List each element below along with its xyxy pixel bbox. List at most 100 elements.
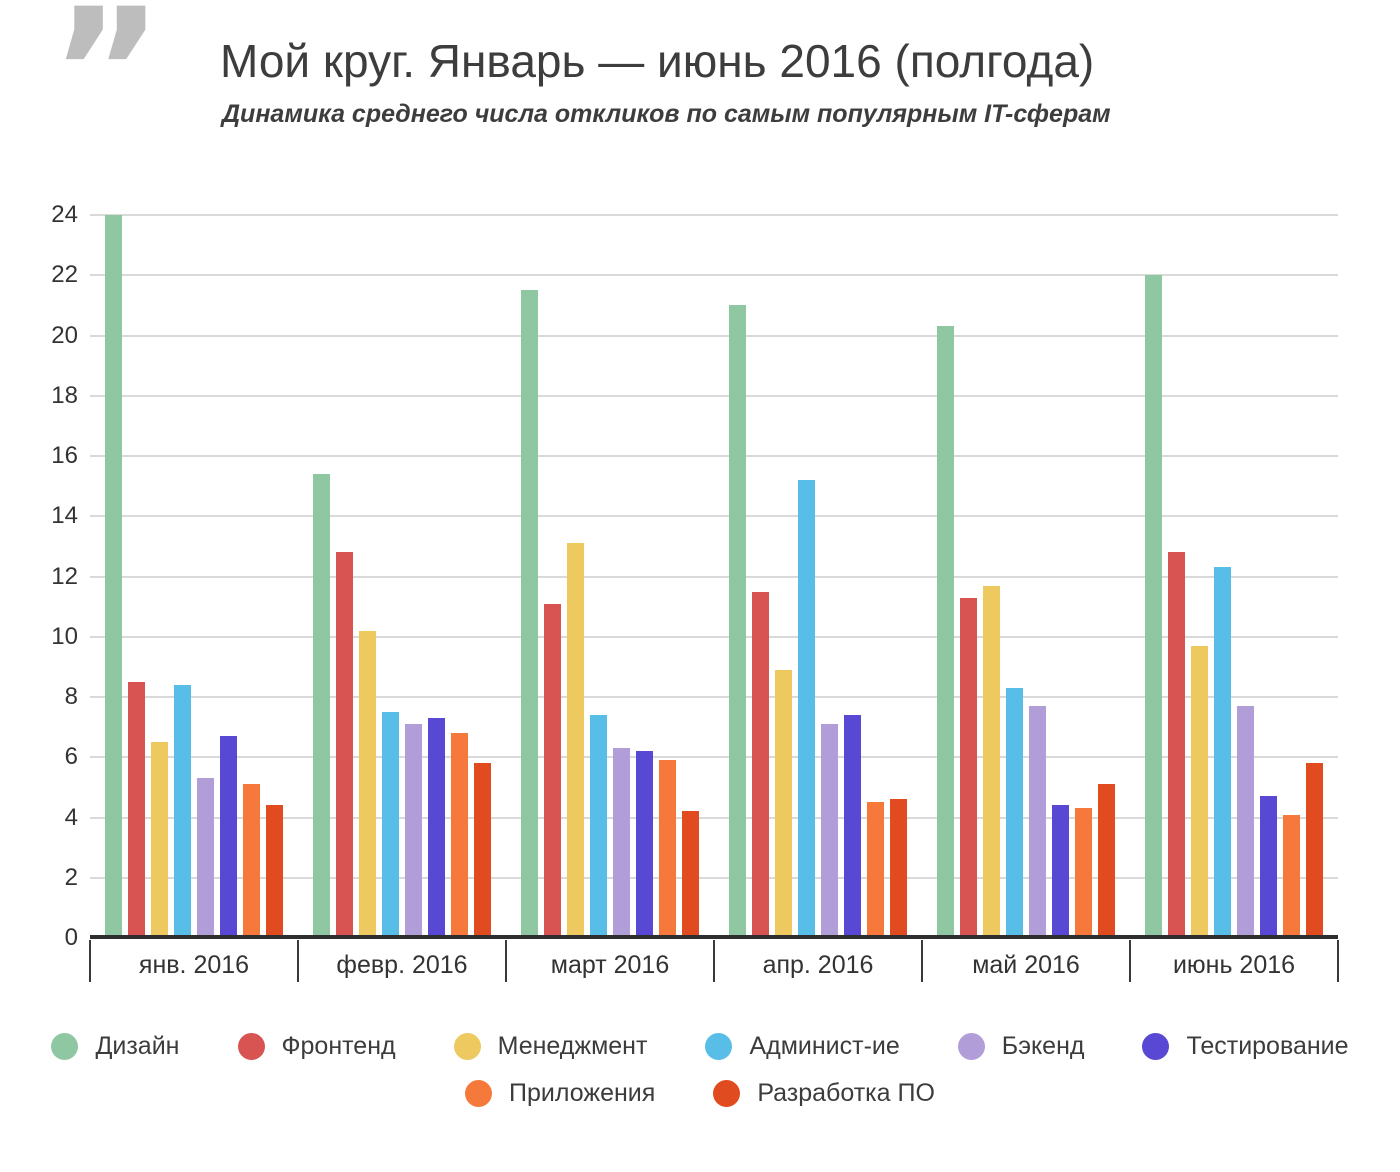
y-tick-label: 20 — [51, 321, 78, 349]
legend-swatch-icon — [957, 1033, 985, 1060]
bar — [1283, 814, 1300, 938]
legend-swatch-icon — [51, 1033, 79, 1060]
x-category-label: апр. 2016 — [762, 950, 874, 979]
bar — [428, 718, 445, 938]
bar-group — [1130, 215, 1338, 938]
legend-swatch-icon — [453, 1033, 481, 1060]
bar-groups — [90, 215, 1338, 938]
bar — [474, 763, 491, 938]
gridline — [90, 274, 1338, 277]
bar — [220, 736, 237, 938]
x-tick — [1337, 940, 1339, 982]
y-tick-label: 16 — [51, 442, 78, 469]
legend-label: Приложения — [509, 1079, 656, 1107]
legend-swatch-icon — [1142, 1033, 1170, 1060]
bar-group — [506, 215, 714, 938]
bar — [844, 715, 861, 938]
bar — [451, 733, 468, 938]
bar — [128, 681, 145, 938]
bar — [659, 760, 676, 938]
axis-baseline — [90, 935, 1338, 939]
bar — [313, 474, 330, 938]
bar — [1214, 567, 1231, 938]
legend-swatch-icon — [465, 1080, 493, 1107]
x-tick — [297, 940, 299, 982]
x-category-label: янв. 2016 — [138, 950, 250, 979]
quote-icon: ” — [50, 0, 163, 172]
bar — [752, 591, 769, 938]
bar — [567, 543, 584, 938]
legend-label: Менеджмент — [497, 1032, 648, 1060]
bar — [937, 326, 954, 938]
y-tick-label: 6 — [64, 743, 78, 771]
legend-row: Приложения Разработка ПО — [465, 1079, 935, 1108]
bar — [613, 748, 630, 938]
y-tick-label: 8 — [64, 683, 78, 710]
x-category-label: февр. 2016 — [336, 950, 468, 979]
gridline — [90, 575, 1338, 578]
y-tick-label: 10 — [51, 622, 78, 650]
bar — [266, 805, 283, 938]
bar-group — [90, 215, 298, 938]
bar — [1237, 706, 1254, 938]
y-axis-labels: 0 2 4 6 8 10 12 14 16 18 20 22 24 — [0, 201, 84, 951]
legend-item: Разработка ПО — [713, 1079, 935, 1108]
gridline — [90, 635, 1338, 638]
bar — [729, 305, 746, 938]
legend-item: Приложения — [465, 1079, 655, 1108]
y-tick-label: 12 — [51, 562, 78, 590]
bar — [1145, 275, 1162, 938]
bar — [336, 552, 353, 938]
bar — [243, 784, 260, 938]
legend-swatch-icon — [705, 1033, 733, 1060]
bar — [174, 684, 191, 938]
bar — [1029, 706, 1046, 938]
legend-label: Фронтенд — [281, 1032, 396, 1060]
x-category-label: март 2016 — [550, 950, 670, 979]
bar — [1191, 645, 1208, 938]
legend-row: Дизайн Фронтенд Менеджмент Админист-ие Бэкен… — [51, 1032, 1349, 1061]
legend-item: Админист-ие — [705, 1032, 900, 1061]
x-tick — [505, 940, 507, 982]
bar — [821, 724, 838, 938]
x-tick — [713, 940, 715, 982]
y-tick-label: 2 — [64, 863, 78, 891]
bar — [1098, 784, 1115, 938]
bar — [1075, 808, 1092, 938]
legend-item: Менеджмент — [453, 1032, 648, 1061]
bar — [197, 778, 214, 938]
bar — [1306, 763, 1323, 938]
bar — [636, 751, 653, 938]
gridline — [90, 696, 1338, 699]
x-category-label: июнь 2016 — [1172, 950, 1296, 979]
bar — [1006, 687, 1023, 938]
plot-area — [90, 214, 1338, 939]
legend-item: Бэкенд — [957, 1032, 1085, 1061]
chart-subtitle: Динамика среднего числа откликов по самы… — [222, 100, 1111, 128]
x-axis-ticks — [89, 938, 1339, 984]
x-tick — [89, 940, 91, 982]
gridline — [90, 756, 1338, 759]
legend-item: Дизайн — [51, 1032, 180, 1061]
x-tick — [921, 940, 923, 982]
bar-group — [298, 215, 506, 938]
bar — [521, 290, 538, 938]
y-tick-label: 22 — [51, 261, 78, 289]
gridline — [90, 394, 1338, 397]
gridline — [90, 816, 1338, 819]
gridline — [90, 455, 1338, 458]
x-axis-labels: янв. 2016 февр. 2016 март 2016 апр. 2016 май… — [90, 938, 1338, 984]
bar-group — [714, 215, 922, 938]
legend-label: Тестирование — [1186, 1032, 1349, 1060]
y-tick-label: 14 — [51, 502, 78, 530]
gridline — [90, 515, 1338, 518]
gridline — [90, 214, 1338, 216]
legend-label: Разработка ПО — [757, 1079, 935, 1107]
gridline — [90, 334, 1338, 337]
legend-label: Бэкенд — [1001, 1032, 1085, 1060]
bar — [798, 480, 815, 938]
bar-group — [922, 215, 1130, 938]
bar — [590, 715, 607, 938]
legend-swatch-icon — [237, 1033, 265, 1060]
legend-swatch-icon — [713, 1080, 741, 1107]
